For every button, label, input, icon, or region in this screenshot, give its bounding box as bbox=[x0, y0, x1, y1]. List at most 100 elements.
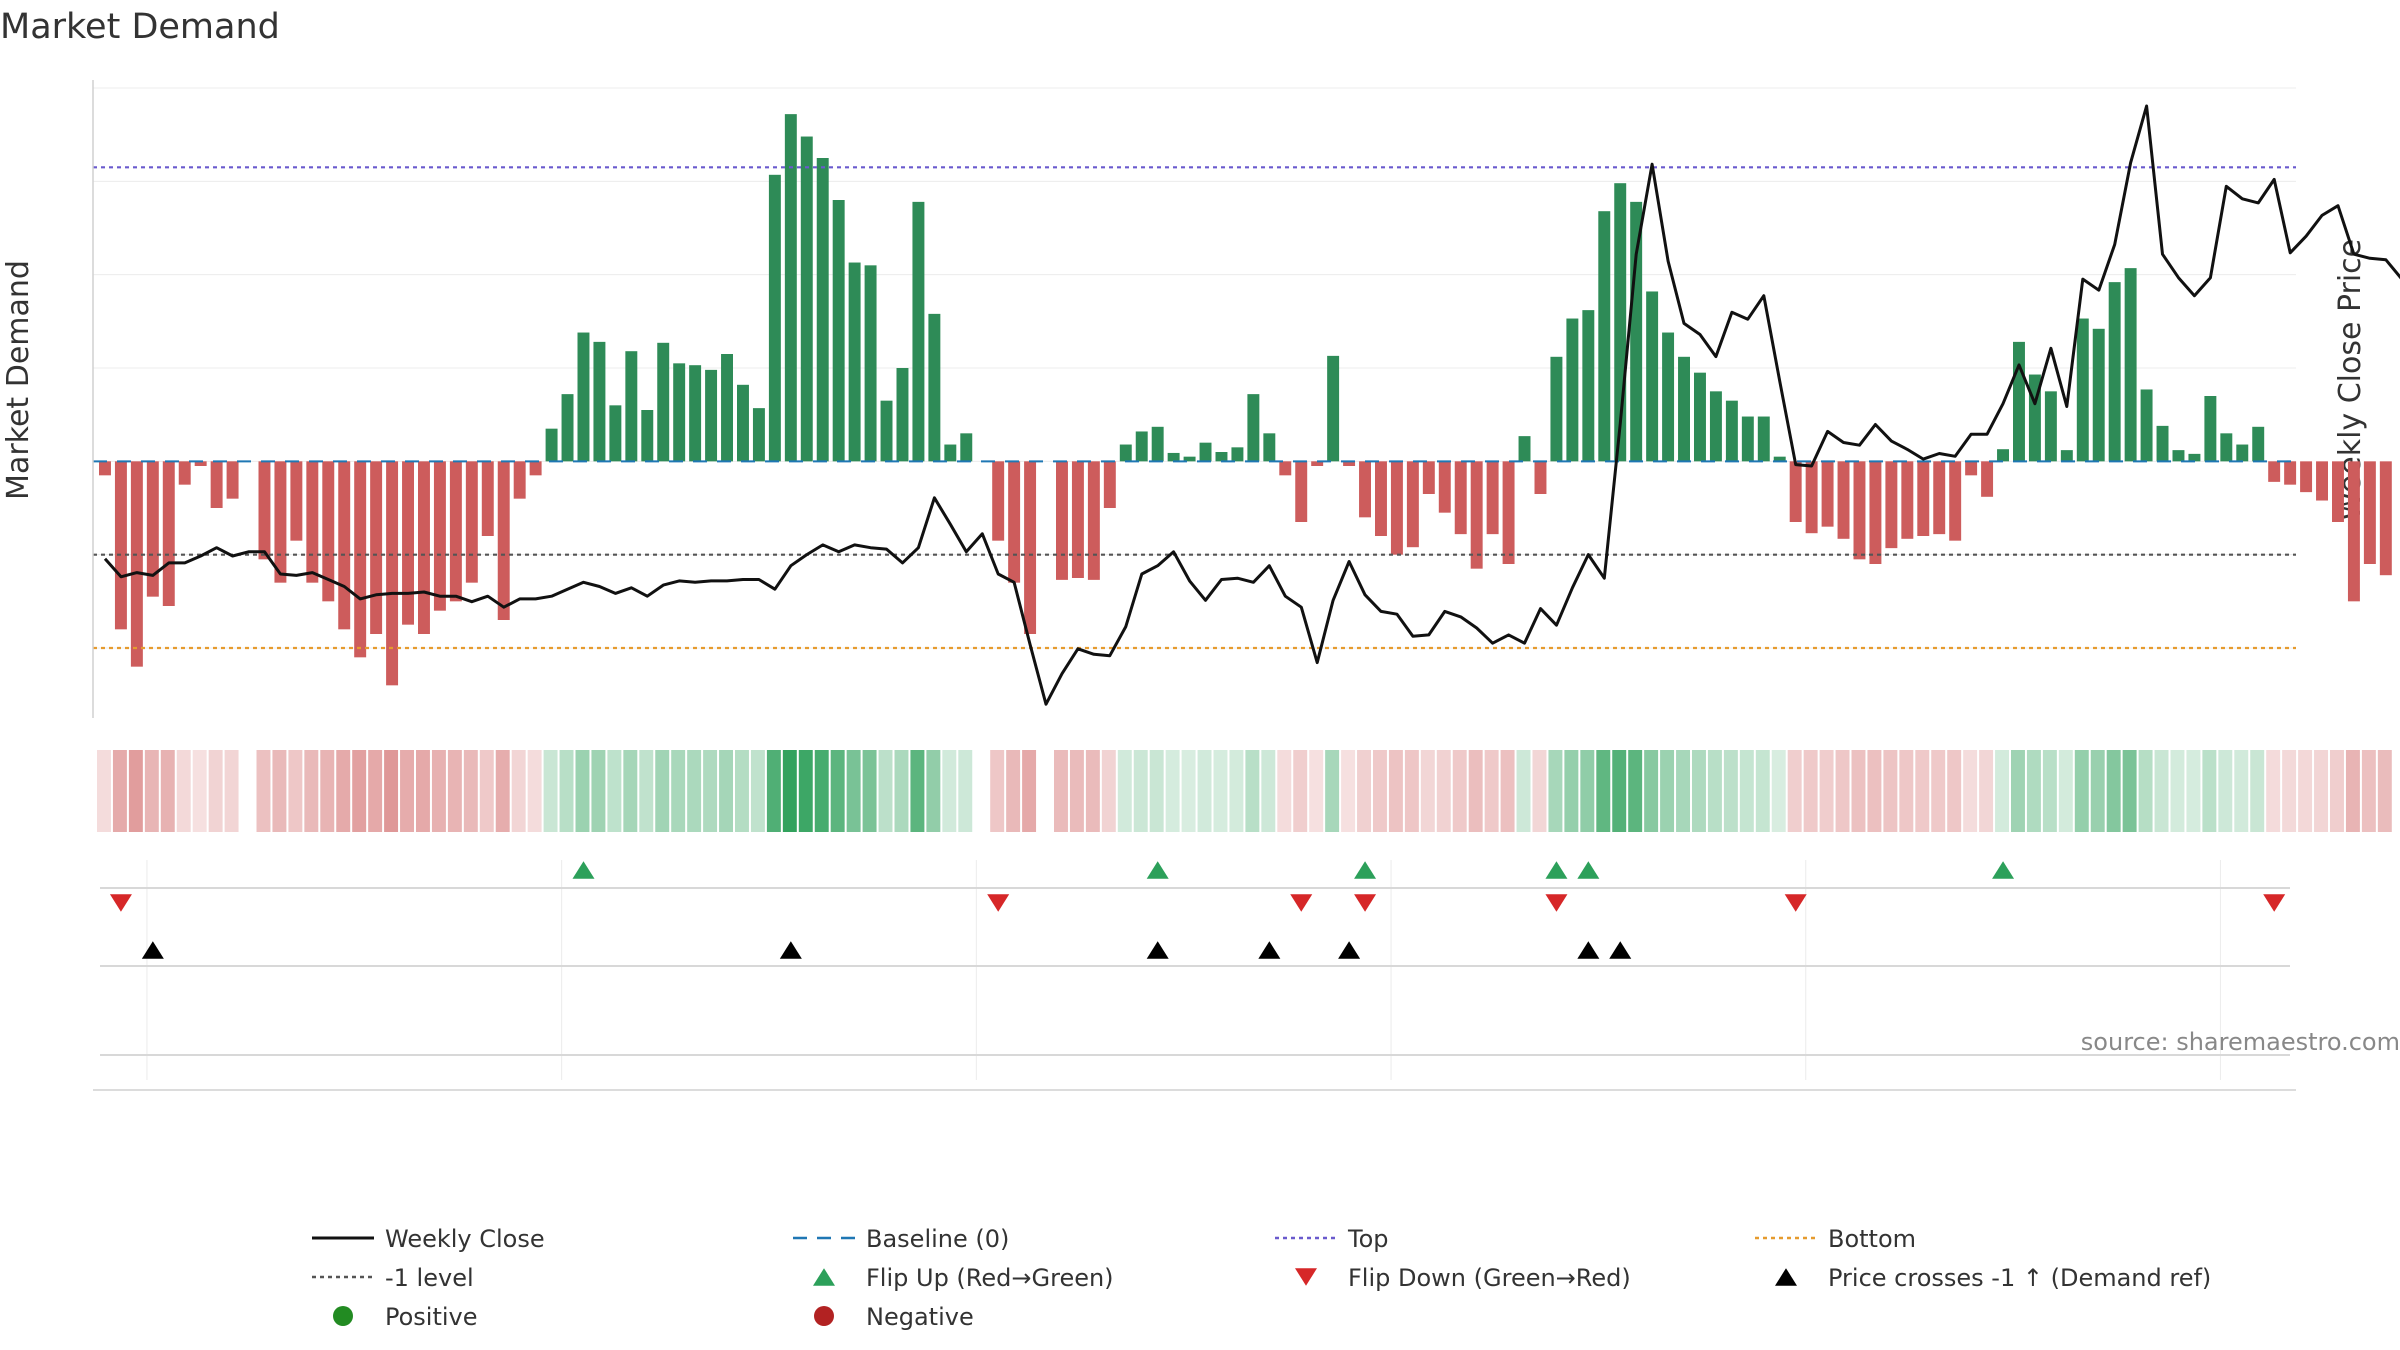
signal-markers bbox=[100, 861, 2290, 1056]
demand-bar bbox=[1024, 461, 1037, 634]
legend-label: Positive bbox=[385, 1303, 478, 1331]
demand-bar bbox=[1534, 461, 1547, 494]
heat-cell bbox=[1771, 750, 1786, 832]
demand-bar bbox=[912, 201, 925, 462]
heat-cell bbox=[368, 750, 383, 832]
demand-bar bbox=[657, 342, 670, 462]
demand-bar bbox=[1454, 461, 1467, 535]
legend-swatch-circle bbox=[814, 1306, 834, 1326]
demand-bar bbox=[1981, 461, 1994, 497]
heat-cell bbox=[559, 750, 574, 832]
demand-bar bbox=[1917, 461, 1930, 536]
demand-bar bbox=[2347, 461, 2360, 602]
heat-cell bbox=[1612, 750, 1627, 832]
demand-bar bbox=[1502, 461, 1515, 564]
demand-bar bbox=[1438, 461, 1451, 513]
heat-cell bbox=[160, 750, 175, 832]
demand-bar bbox=[1247, 394, 1260, 462]
legend-swatch-triangle-down bbox=[1295, 1268, 1317, 1286]
heat-cell bbox=[1309, 750, 1324, 832]
demand-bar bbox=[1518, 436, 1531, 462]
demand-bar bbox=[1422, 461, 1435, 494]
heat-cell bbox=[447, 750, 462, 832]
demand-bar bbox=[1598, 211, 1611, 462]
heat-cell bbox=[2026, 750, 2041, 832]
heat-cell bbox=[256, 750, 271, 832]
demand-bar bbox=[465, 461, 478, 583]
demand-bar bbox=[1837, 461, 1850, 539]
flip-down-marker bbox=[109, 894, 132, 912]
demand-bar bbox=[2220, 433, 2233, 462]
heat-cell bbox=[1564, 750, 1579, 832]
demand-heat-strip bbox=[97, 750, 2392, 832]
demand-bar bbox=[2204, 396, 2217, 462]
legend-item: Top bbox=[1275, 1225, 1389, 1253]
demand-bar bbox=[1646, 291, 1659, 462]
demand-bar bbox=[194, 461, 207, 466]
demand-bar bbox=[625, 351, 638, 462]
demand-bar bbox=[2236, 444, 2249, 462]
legend-label: Flip Down (Green→Red) bbox=[1348, 1264, 1631, 1292]
source-credit: source: sharemaestro.com bbox=[2081, 1028, 2400, 1056]
heat-cell bbox=[1739, 750, 1754, 832]
demand-bar bbox=[130, 461, 143, 667]
heat-cell bbox=[750, 750, 765, 832]
demand-bar bbox=[2060, 450, 2073, 462]
heat-cell bbox=[1149, 750, 1164, 832]
demand-bar bbox=[1327, 355, 1340, 462]
legend-label: Negative bbox=[866, 1303, 974, 1331]
demand-bar bbox=[1311, 461, 1324, 466]
flip-up-marker bbox=[1577, 861, 1600, 879]
demand-bar bbox=[816, 158, 829, 462]
heat-cell bbox=[1133, 750, 1148, 832]
heat-cell bbox=[607, 750, 622, 832]
heat-cell bbox=[575, 750, 590, 832]
demand-bar bbox=[992, 461, 1005, 541]
demand-bar bbox=[1263, 433, 1276, 462]
flip-up-marker bbox=[1545, 861, 1568, 879]
demand-bar bbox=[210, 461, 223, 508]
heat-cell bbox=[144, 750, 159, 832]
heat-cell bbox=[2090, 750, 2105, 832]
demand-bar bbox=[1103, 461, 1116, 508]
heat-cell bbox=[1979, 750, 1994, 832]
heat-cell bbox=[1117, 750, 1132, 832]
heat-cell bbox=[2234, 750, 2249, 832]
demand-bar bbox=[2140, 389, 2153, 462]
demand-bar bbox=[1805, 461, 1818, 534]
heat-cell bbox=[1516, 750, 1531, 832]
heat-cell bbox=[1261, 750, 1276, 832]
legend: Weekly Close Baseline (0) Top Bottom -1 leve… bbox=[312, 1225, 2211, 1331]
legend-label: Bottom bbox=[1828, 1225, 1916, 1253]
demand-bar bbox=[513, 461, 526, 499]
demand-bar bbox=[146, 461, 159, 597]
axes bbox=[92, 80, 2296, 1091]
demand-bar bbox=[705, 369, 718, 462]
y-axis-label: Market Demand bbox=[1, 260, 36, 500]
demand-bar bbox=[2284, 461, 2297, 485]
demand-bar bbox=[258, 461, 271, 560]
heat-cell bbox=[288, 750, 303, 832]
demand-bar bbox=[641, 410, 654, 462]
weekly-close-line-layer bbox=[103, 104, 2400, 706]
price-cross-marker bbox=[1609, 941, 1632, 959]
demand-bar bbox=[2172, 450, 2185, 462]
demand-bar bbox=[1470, 461, 1483, 569]
demand-bar bbox=[593, 341, 606, 462]
demand-bar bbox=[1933, 461, 1946, 535]
heat-cell bbox=[926, 750, 941, 832]
legend-item: Baseline (0) bbox=[793, 1225, 1009, 1253]
demand-bar bbox=[689, 365, 702, 462]
demand-bar bbox=[2300, 461, 2313, 493]
heat-cell bbox=[543, 750, 558, 832]
heat-cell bbox=[1755, 750, 1770, 832]
heat-cell bbox=[735, 750, 749, 832]
heat-cell bbox=[814, 750, 829, 832]
demand-bar bbox=[721, 354, 733, 462]
heat-cell bbox=[1723, 750, 1738, 832]
heat-cell bbox=[958, 750, 973, 832]
legend-item: Weekly Close bbox=[312, 1225, 545, 1253]
demand-bar bbox=[114, 461, 127, 630]
demand-bar bbox=[274, 461, 287, 583]
heat-cell bbox=[2266, 750, 2281, 832]
